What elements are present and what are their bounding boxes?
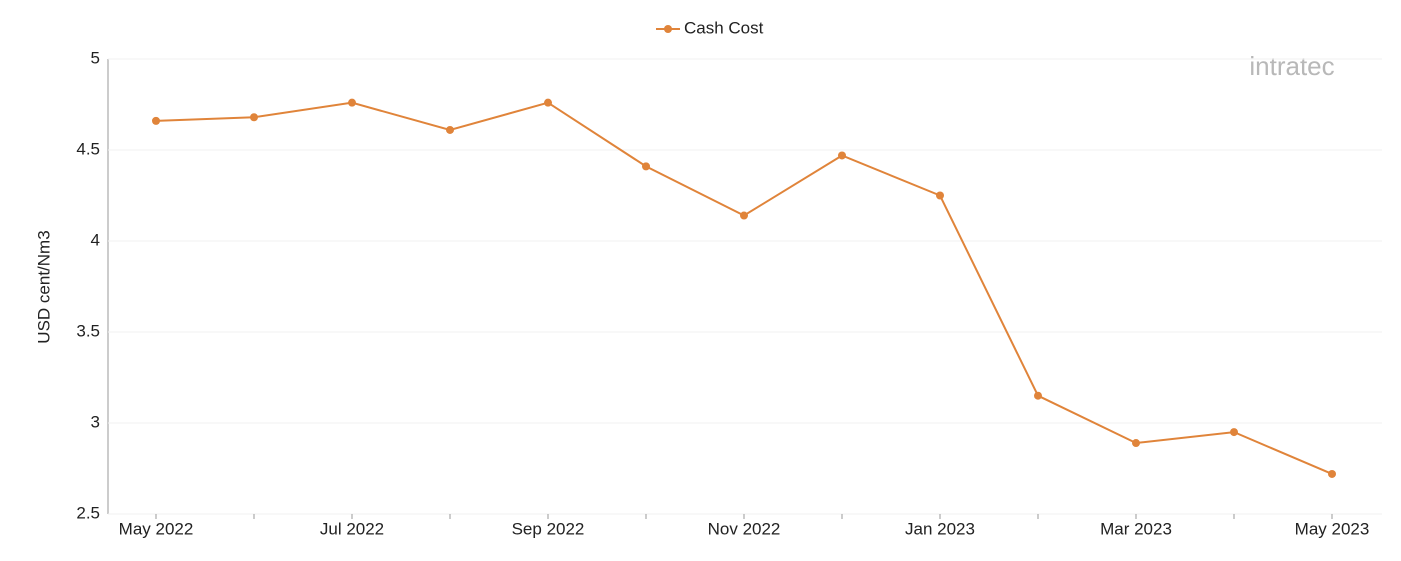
data-point xyxy=(642,162,650,171)
y-axis-title: USD cent/Nm3 xyxy=(34,230,53,343)
data-point xyxy=(838,151,846,160)
data-point xyxy=(1230,428,1238,437)
data-point xyxy=(1034,391,1042,400)
data-point xyxy=(348,98,356,107)
legend-label: Cash Cost xyxy=(684,18,764,37)
y-tick-label: 5 xyxy=(91,48,100,67)
x-tick-label: Jul 2022 xyxy=(320,519,384,538)
y-tick-label: 2.5 xyxy=(76,503,100,522)
y-tick-label: 4 xyxy=(91,230,100,249)
x-tick-label: Nov 2022 xyxy=(708,519,781,538)
x-tick-label: May 2022 xyxy=(119,519,194,538)
series-line xyxy=(155,101,1333,475)
data-point xyxy=(936,191,944,200)
data-point xyxy=(1328,469,1336,478)
data-point xyxy=(250,113,258,122)
data-point xyxy=(544,98,552,107)
data-point xyxy=(1132,439,1140,448)
x-tick-label: Sep 2022 xyxy=(512,519,585,538)
data-point xyxy=(446,125,454,134)
data-point xyxy=(152,116,160,125)
legend-marker xyxy=(664,25,672,33)
y-tick-label: 4.5 xyxy=(76,139,100,158)
x-tick-label: May 2023 xyxy=(1295,519,1370,538)
logo: intratec xyxy=(1249,51,1334,81)
x-tick-label: Jan 2023 xyxy=(905,519,975,538)
y-tick-label: 3 xyxy=(91,412,100,431)
y-tick-label: 3.5 xyxy=(76,321,100,340)
data-point xyxy=(740,211,748,220)
x-tick-label: Mar 2023 xyxy=(1100,519,1172,538)
